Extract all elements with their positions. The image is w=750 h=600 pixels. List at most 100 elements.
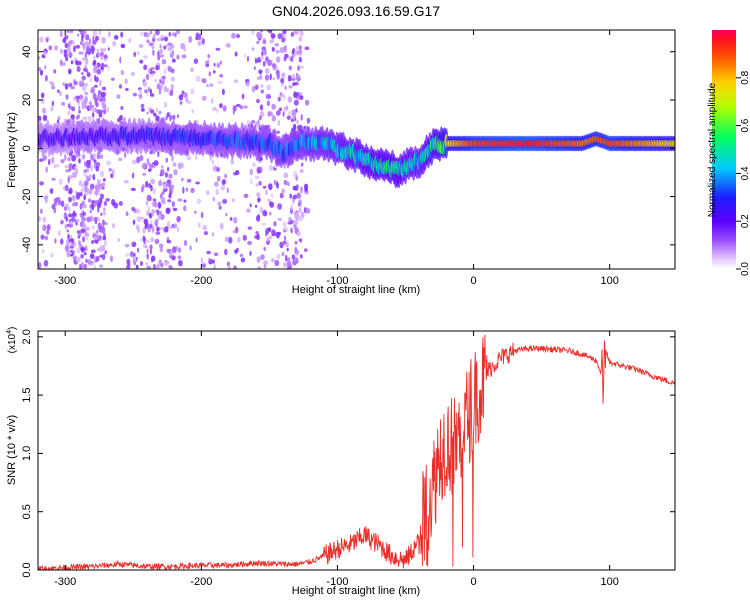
- noise-cell: [211, 98, 214, 104]
- noise-cell: [64, 164, 70, 169]
- noise-cell: [88, 101, 92, 105]
- noise-cell: [306, 117, 311, 124]
- noise-cell: [264, 67, 270, 75]
- noise-cell: [42, 216, 47, 223]
- noise-cell: [186, 100, 192, 104]
- noise-cell: [282, 94, 286, 100]
- noise-cell: [150, 237, 154, 243]
- noise-cell: [102, 64, 108, 68]
- noise-cell: [82, 210, 85, 217]
- colorbar: 0.0 0.2 0.4 0.6 0.8 Normalized spectral ampl…: [707, 30, 750, 276]
- noise-cell: [150, 184, 153, 192]
- noise-cell: [46, 229, 50, 235]
- noise-cell: [83, 263, 88, 269]
- noise-cell: [150, 73, 155, 77]
- noise-cell: [244, 53, 247, 59]
- noise-cell: [245, 79, 250, 83]
- noise-cell: [42, 107, 46, 114]
- noise-cell: [81, 200, 85, 204]
- noise-cell: [205, 190, 210, 196]
- noise-cell: [241, 93, 245, 100]
- noise-cell: [157, 152, 160, 157]
- noise-cell: [177, 198, 183, 202]
- noise-cell: [163, 261, 169, 267]
- noise-cell: [224, 236, 229, 243]
- noise-cell: [71, 202, 77, 207]
- noise-cell: [163, 36, 169, 41]
- noise-cell: [155, 107, 159, 113]
- noise-cell: [45, 38, 49, 43]
- noise-cell: [182, 186, 185, 194]
- noise-cell: [138, 44, 144, 48]
- noise-cell: [216, 62, 220, 68]
- noise-cell: [135, 208, 140, 214]
- noise-cell: [101, 36, 106, 44]
- noise-cell: [91, 199, 95, 205]
- noise-cell: [86, 159, 91, 164]
- noise-cell: [96, 109, 100, 114]
- noise-cell: [267, 227, 272, 232]
- noise-cell: [120, 31, 124, 38]
- spectrogram-y-label: Frequency (Hz): [6, 112, 18, 188]
- noise-cell: [208, 258, 211, 262]
- noise-cell: [255, 231, 259, 235]
- noise-cell: [81, 217, 87, 222]
- noise-cell: [96, 162, 101, 167]
- noise-cell: [251, 120, 256, 124]
- noise-cell: [272, 66, 276, 71]
- noise-cell: [75, 60, 79, 65]
- x-tick-label: -200: [190, 275, 212, 287]
- y-tick-label: 1.0: [21, 446, 33, 461]
- noise-cell: [71, 154, 76, 162]
- noise-cell: [149, 93, 155, 97]
- noise-cell: [73, 218, 76, 223]
- noise-cell: [65, 169, 71, 173]
- noise-cell: [135, 264, 139, 269]
- noise-cell: [147, 68, 151, 73]
- noise-cell: [148, 168, 152, 172]
- noise-cell: [160, 262, 164, 268]
- spectrogram-cells: [38, 30, 675, 269]
- noise-cell: [293, 30, 296, 35]
- noise-cell: [215, 188, 219, 196]
- noise-cell: [151, 257, 154, 263]
- noise-cell: [102, 211, 107, 216]
- noise-cell: [267, 30, 272, 33]
- noise-cell: [168, 66, 173, 73]
- noise-cell: [273, 221, 277, 227]
- noise-cell: [45, 74, 48, 82]
- noise-cell: [218, 205, 222, 210]
- noise-cell: [279, 192, 284, 199]
- colorbar-tick-label: 0.0: [740, 262, 750, 276]
- noise-cell: [58, 178, 63, 186]
- noise-cell: [268, 211, 272, 216]
- noise-cell: [263, 210, 268, 217]
- colorbar-ticks: 0.0 0.2 0.4 0.6 0.8: [736, 70, 750, 276]
- noise-cell: [288, 110, 293, 116]
- noise-cell: [277, 203, 282, 210]
- noise-cell: [175, 30, 181, 35]
- noise-cell: [123, 180, 129, 184]
- noise-cell: [213, 252, 219, 257]
- noise-cell: [201, 38, 205, 45]
- noise-cell: [286, 247, 289, 252]
- noise-cell: [95, 165, 100, 172]
- noise-cell: [258, 69, 263, 75]
- noise-cell: [48, 158, 51, 166]
- noise-cell: [208, 71, 211, 77]
- snr-scale-label: (x104): [6, 327, 18, 354]
- x-tick-label: 100: [600, 275, 618, 287]
- noise-cell: [75, 219, 80, 223]
- noise-cell: [176, 54, 180, 60]
- noise-cell: [173, 169, 178, 176]
- noise-cell: [82, 222, 87, 230]
- noise-cell: [80, 253, 84, 259]
- noise-cell: [159, 78, 162, 84]
- noise-cell: [44, 50, 47, 57]
- noise-cell: [257, 119, 260, 126]
- noise-cell: [104, 250, 107, 255]
- noise-cell: [130, 71, 136, 77]
- noise-cell: [82, 154, 86, 159]
- noise-cell: [206, 84, 209, 88]
- noise-cell: [234, 249, 238, 254]
